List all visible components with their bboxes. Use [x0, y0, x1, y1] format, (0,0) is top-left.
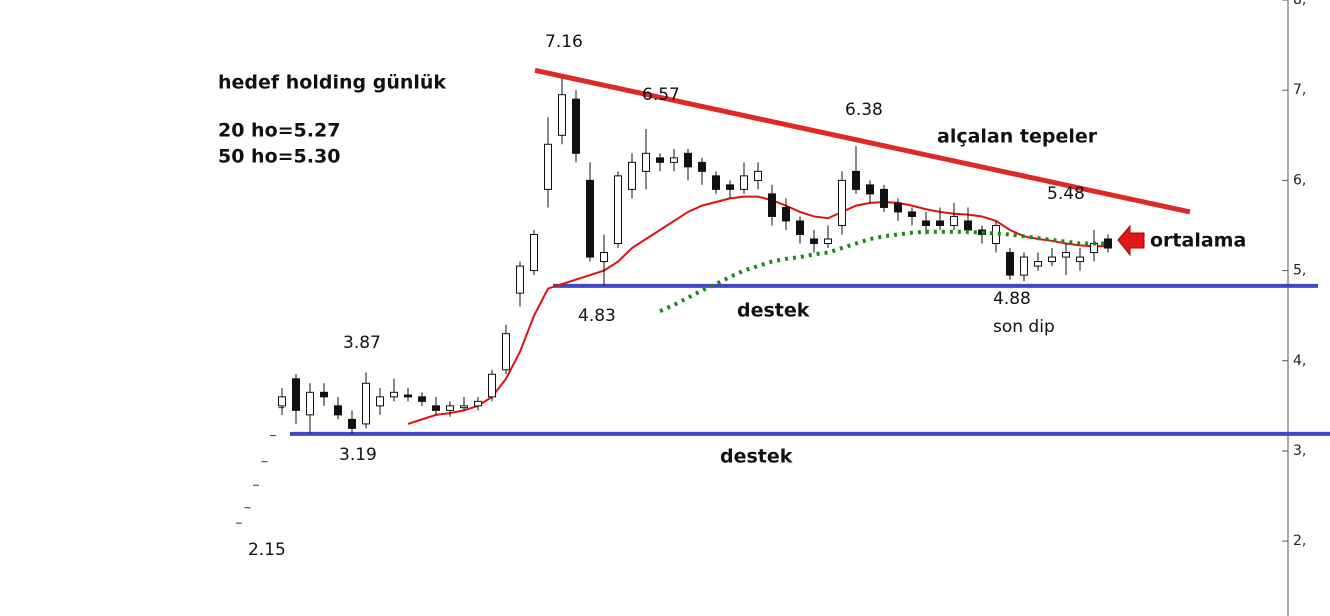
candle-body — [502, 333, 510, 371]
annotation: alçalan tepeler — [937, 126, 1098, 148]
y-tick-label: 6, — [1293, 172, 1306, 188]
y-tick-label: 2, — [1293, 533, 1306, 549]
candle-body — [1104, 238, 1112, 249]
annotation: 20 ho=5.27 — [218, 120, 340, 142]
candle-body — [712, 175, 720, 190]
candle-body — [418, 396, 426, 402]
annotation: 4.83 — [578, 306, 616, 326]
candle-body — [852, 170, 860, 190]
annotation: 2.15 — [248, 540, 286, 560]
candle-body — [880, 188, 888, 208]
candle-body — [824, 238, 832, 245]
ma50-line — [659, 229, 1108, 313]
candle-body — [754, 170, 762, 181]
candle-body — [320, 391, 328, 398]
candle-body — [810, 238, 818, 245]
annotation: hedef holding günlük — [218, 72, 446, 94]
annotation: 6.57 — [642, 85, 680, 105]
candle-body — [1062, 252, 1070, 258]
y-tick-label: 8, — [1293, 0, 1306, 8]
candle-body — [544, 143, 552, 190]
candle-body — [950, 215, 958, 226]
candle-body — [432, 405, 440, 411]
annotation: 6.38 — [845, 100, 883, 120]
candle-body — [922, 220, 930, 226]
candle-body — [390, 391, 398, 398]
annotation: 7.16 — [545, 32, 583, 52]
annotation: 5.48 — [1047, 184, 1085, 204]
candle-body — [558, 94, 566, 136]
ma20-line — [407, 195, 1108, 425]
annotation: ortalama — [1150, 230, 1246, 252]
candle-body — [740, 175, 748, 190]
candle-body — [460, 405, 468, 409]
candle-body — [446, 405, 454, 411]
candle-body — [1034, 261, 1042, 267]
candle-body — [334, 405, 342, 416]
y-tick-label: 5, — [1293, 263, 1306, 279]
candle-body — [614, 175, 622, 245]
candle-body — [628, 161, 636, 190]
candle-body — [278, 396, 286, 407]
candle-body — [726, 184, 734, 190]
candle-body — [572, 98, 580, 154]
annotation: 3.19 — [339, 445, 377, 465]
annotation: 3.87 — [343, 333, 381, 353]
candle-body — [838, 179, 846, 226]
candle-body — [1048, 256, 1056, 263]
candle-body — [1006, 252, 1014, 276]
candle-body — [782, 206, 790, 222]
candle-body — [698, 161, 706, 172]
annotation: destek — [720, 446, 793, 468]
candle-body — [474, 400, 482, 407]
candle-body — [376, 396, 384, 407]
candle-body — [306, 391, 314, 416]
y-tick-label: 7, — [1293, 82, 1306, 98]
candle-body — [516, 265, 524, 294]
candle-body — [656, 157, 664, 163]
trend-line — [534, 67, 1191, 215]
candle-body — [964, 220, 972, 231]
candle-body — [684, 152, 692, 168]
arrow — [1117, 224, 1145, 257]
candle-body — [1020, 256, 1028, 276]
candle-body — [908, 211, 916, 217]
candle-body — [894, 202, 902, 213]
candle-body — [768, 193, 776, 217]
candle-body — [796, 220, 804, 235]
candle-body — [488, 373, 496, 398]
candle-body — [866, 184, 874, 195]
y-tick-label: 4, — [1293, 353, 1306, 369]
y-tick-label: 3, — [1293, 443, 1306, 459]
candle-body — [404, 394, 412, 398]
annotation: 50 ho=5.30 — [218, 146, 340, 168]
annotation: 4.88 — [993, 289, 1031, 309]
candle-body — [1076, 256, 1084, 263]
annotation: son dip — [993, 317, 1055, 337]
candle-body — [362, 382, 370, 425]
candle-body — [586, 179, 594, 258]
candle-body — [642, 152, 650, 172]
candle-body — [530, 233, 538, 272]
candle-body — [936, 220, 944, 226]
candle-body — [348, 418, 356, 429]
candle-body — [600, 252, 608, 263]
candle-body — [670, 157, 678, 163]
candle-body — [292, 378, 300, 411]
annotation: destek — [737, 300, 810, 322]
